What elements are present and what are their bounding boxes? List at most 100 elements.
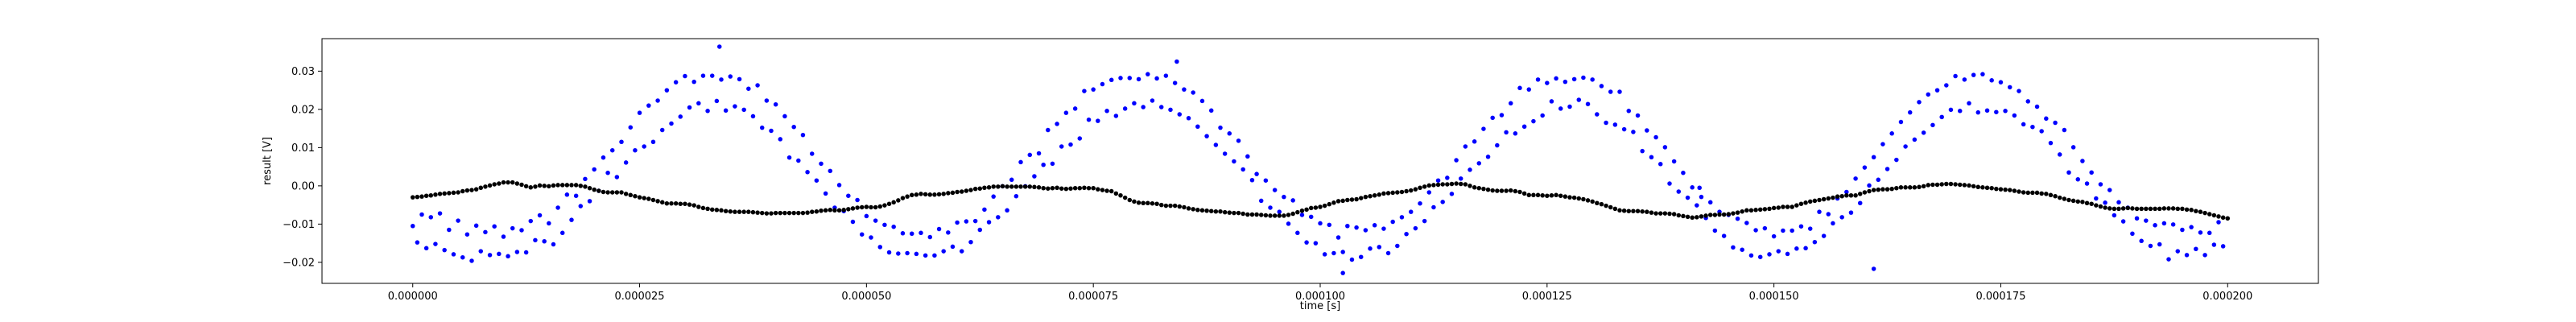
series-2-point bbox=[1744, 208, 1749, 213]
series-1-point bbox=[1241, 167, 1245, 172]
series-1-point bbox=[628, 125, 634, 130]
series-1-point bbox=[759, 125, 765, 130]
series-2-point bbox=[1517, 189, 1522, 195]
series-1-point bbox=[2053, 120, 2058, 126]
series-1-point bbox=[1812, 239, 1818, 245]
series-1-point bbox=[691, 79, 696, 85]
series-1-point bbox=[1934, 88, 1940, 93]
series-2-point bbox=[555, 183, 560, 188]
series-2-point bbox=[528, 185, 534, 190]
series-1-point bbox=[1876, 177, 1881, 183]
series-2-point bbox=[637, 195, 642, 200]
series-1-point bbox=[2139, 238, 2144, 244]
series-2-point bbox=[2025, 190, 2031, 196]
series-1-point bbox=[1690, 185, 1695, 190]
series-2-point bbox=[764, 211, 770, 216]
series-2-point bbox=[936, 192, 942, 197]
series-1-point bbox=[2120, 219, 2126, 224]
x-tick-label: 0.000100 bbox=[1295, 291, 1345, 303]
series-1-point bbox=[460, 254, 465, 260]
series-2-point bbox=[728, 208, 733, 214]
series-1-point bbox=[2048, 140, 2054, 146]
series-1-point bbox=[464, 232, 470, 237]
series-2-point bbox=[1463, 182, 1468, 187]
series-2-point bbox=[1676, 213, 1682, 218]
series-1-point bbox=[1631, 130, 1636, 134]
series-2-point bbox=[1363, 194, 1368, 200]
series-1-point bbox=[473, 223, 479, 229]
series-1-point bbox=[1980, 72, 1985, 76]
series-2-point bbox=[1989, 185, 1994, 191]
series-2-point bbox=[415, 194, 420, 200]
series-2-point bbox=[583, 184, 588, 189]
series-1-point bbox=[1472, 139, 1477, 144]
series-1-point bbox=[1762, 225, 1768, 231]
series-1-point bbox=[1013, 193, 1019, 199]
series-1-point bbox=[800, 132, 806, 138]
series-1-point bbox=[1158, 105, 1164, 109]
series-2-point bbox=[828, 208, 833, 213]
series-1-point bbox=[2012, 113, 2017, 118]
series-1-point bbox=[497, 251, 502, 257]
series-2-point bbox=[1521, 191, 1527, 196]
series-2-point bbox=[1617, 208, 1622, 213]
series-2-point bbox=[1199, 208, 1205, 213]
series-2-point bbox=[809, 209, 815, 214]
series-2-point bbox=[1368, 193, 1373, 199]
series-2-point bbox=[1590, 199, 1595, 204]
series-1-point bbox=[1354, 225, 1359, 230]
series-2-point bbox=[1313, 205, 1319, 210]
series-1-point bbox=[637, 110, 642, 115]
series-1-point bbox=[1604, 120, 1608, 126]
series-1-point bbox=[1295, 230, 1300, 236]
series-2-point bbox=[559, 183, 565, 188]
series-1-point bbox=[1885, 167, 1890, 171]
series-1-point bbox=[1871, 155, 1876, 159]
series-1-point bbox=[1989, 78, 1994, 83]
series-1-point bbox=[1513, 131, 1518, 136]
series-1-point bbox=[1521, 124, 1527, 129]
series-2-point bbox=[1009, 184, 1014, 189]
series-1-point bbox=[2062, 127, 2067, 133]
series-1-point bbox=[1172, 80, 1178, 85]
series-2-point bbox=[823, 208, 828, 213]
series-2-point bbox=[932, 192, 937, 197]
series-1-point bbox=[696, 101, 701, 106]
series-2-point bbox=[1917, 184, 1922, 190]
series-1-point bbox=[1191, 90, 1195, 95]
series-1-point bbox=[836, 183, 842, 188]
series-1-point bbox=[1077, 136, 1083, 141]
series-1-point bbox=[1413, 225, 1418, 231]
series-2-point bbox=[1422, 184, 1427, 189]
series-2-point bbox=[1335, 199, 1341, 204]
series-2-point bbox=[1108, 188, 1114, 194]
series-1-point bbox=[846, 193, 851, 198]
series-1-point bbox=[964, 219, 969, 224]
series-1-point bbox=[1817, 209, 1822, 214]
series-2-point bbox=[696, 204, 701, 209]
series-1-point bbox=[909, 231, 914, 236]
series-1-point bbox=[1177, 112, 1183, 117]
series-1-point bbox=[1136, 76, 1141, 82]
series-1-point bbox=[519, 228, 524, 233]
series-1-point bbox=[514, 250, 520, 254]
series-2-point bbox=[1531, 192, 1536, 198]
series-2-point bbox=[1817, 197, 1822, 203]
series-1-point bbox=[2148, 243, 2153, 249]
series-1-point bbox=[1127, 76, 1133, 80]
series-1-point bbox=[506, 254, 510, 259]
series-1-point bbox=[1540, 113, 1545, 118]
series-2-point bbox=[855, 205, 860, 210]
series-1-point bbox=[1617, 89, 1622, 94]
series-1-point bbox=[564, 192, 570, 197]
series-2-point bbox=[464, 188, 470, 193]
series-2-point bbox=[1608, 204, 1613, 210]
series-2-point bbox=[996, 184, 1001, 189]
series-1-point bbox=[2066, 170, 2071, 175]
series-1-point bbox=[1027, 152, 1033, 158]
series-2-point bbox=[1717, 212, 1722, 217]
series-2-point bbox=[1036, 185, 1042, 190]
series-1-point bbox=[1645, 128, 1649, 133]
series-2-point bbox=[2207, 212, 2212, 217]
series-2-point bbox=[2116, 206, 2121, 212]
